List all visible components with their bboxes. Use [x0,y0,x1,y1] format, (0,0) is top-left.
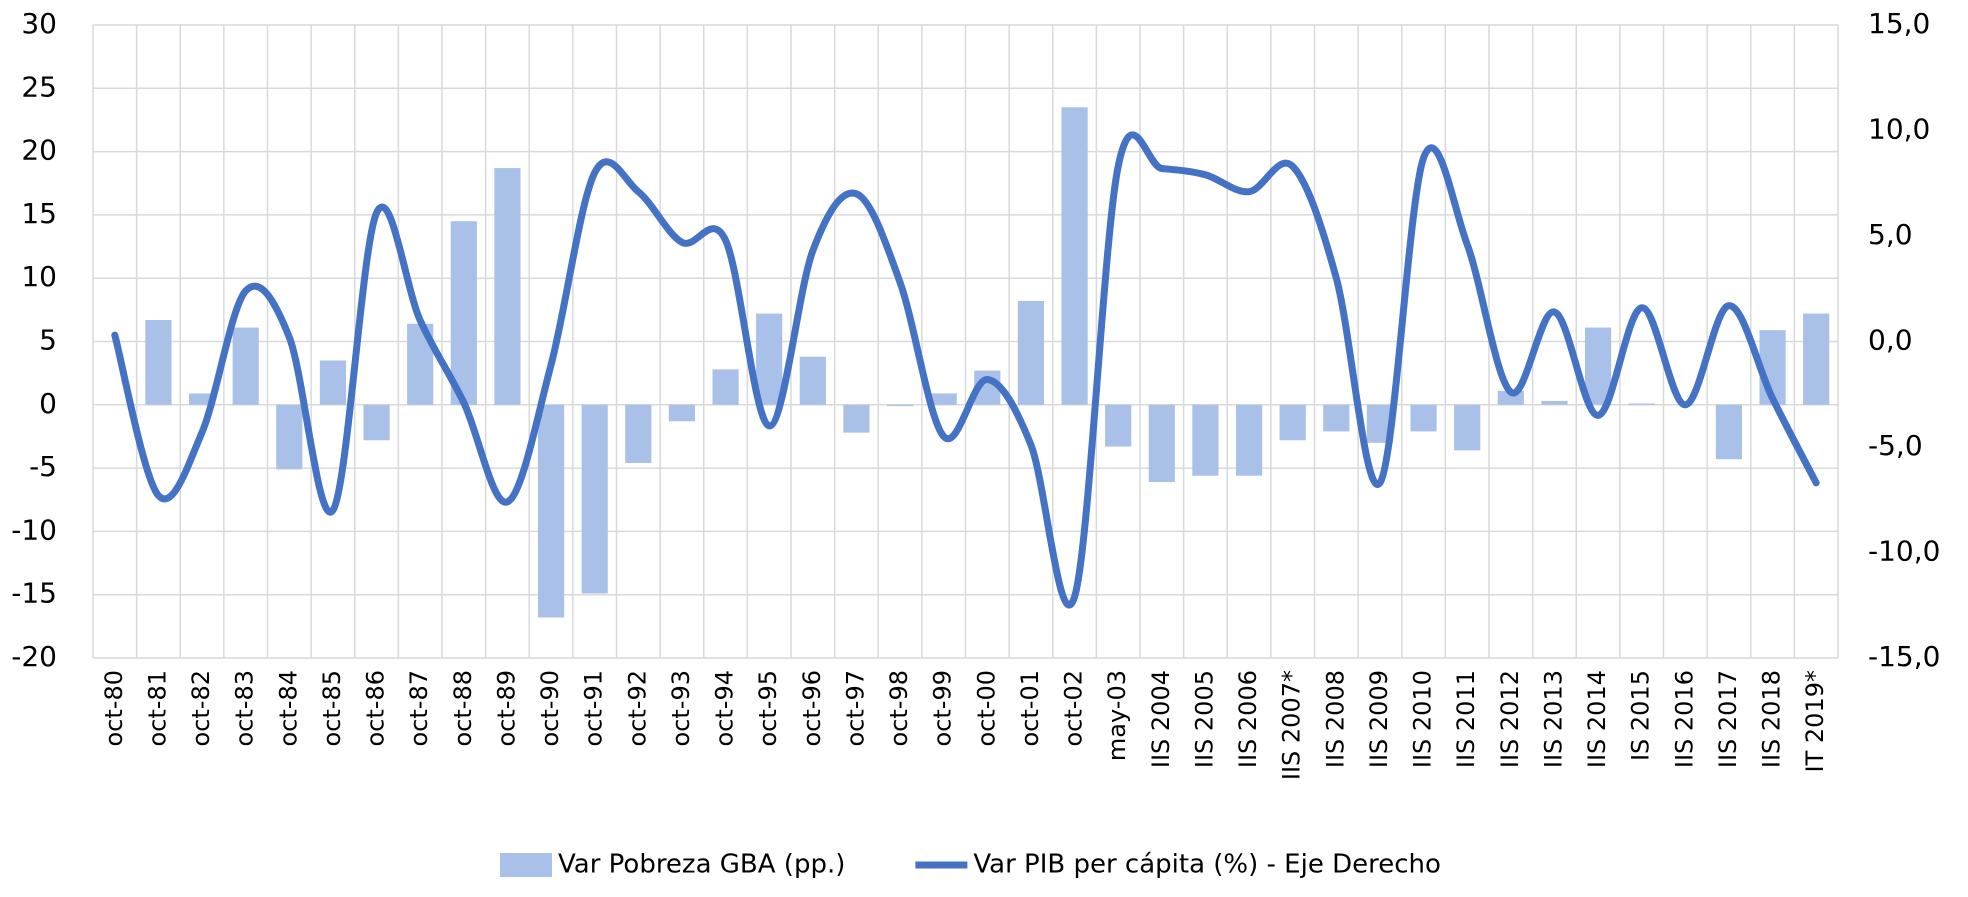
bar [363,404,390,441]
bar [1541,401,1568,405]
x-tick-label: oct-80 [100,670,128,747]
bar [625,404,652,464]
y2-tick-label: 5,0 [1868,218,1913,251]
bar [1454,404,1481,451]
line [111,131,1820,609]
x-tick-label: IIS 2016 [1670,670,1698,768]
y-tick-label: 30 [21,7,57,40]
bar [319,360,347,405]
x-tick-label: oct-92 [623,670,651,747]
y-tick-label: 5 [39,324,57,357]
y2-tick-label: -5,0 [1868,429,1923,462]
bar [1584,327,1612,405]
y-tick-label: 20 [21,134,57,167]
x-tick-label: oct-01 [1016,670,1044,747]
bar [843,404,870,433]
x-tick-label: IIS 2007* [1278,670,1306,780]
bar [930,393,957,405]
x-tick-label: may-03 [1103,670,1131,761]
x-tick-label: oct-94 [711,670,739,747]
x-tick-label: oct-82 [187,670,215,747]
bar [1061,107,1088,405]
x-tick-label: oct-85 [318,670,346,747]
bar [188,393,216,405]
x-tick-label: IIS 2008 [1321,670,1349,768]
y2-tick-label: -15,0 [1868,640,1940,673]
y2-tick-label: -10,0 [1868,535,1940,568]
x-tick-label: oct-83 [231,670,259,747]
x-tick-label: IIS 2010 [1409,670,1437,768]
x-tick-label: IIS 2014 [1583,670,1611,768]
bar [1017,300,1045,405]
bar [756,313,783,405]
bar [450,221,477,405]
y-tick-label: 25 [21,70,57,103]
y-tick-label: -5 [29,450,57,483]
bar [1803,313,1830,405]
y2-tick-label: 0,0 [1868,324,1913,357]
bar [1105,404,1132,447]
x-tick-label: IIS 2011 [1452,670,1480,768]
bar [1192,404,1219,476]
bar [145,319,172,405]
x-tick-label: oct-90 [536,670,564,747]
x-tick-label: IIS 2005 [1190,670,1218,768]
x-tick-label: oct-87 [405,670,433,747]
legend-swatch [500,853,552,877]
bar [886,404,914,407]
x-tick-label: oct-99 [929,670,957,747]
x-tick-label: IIS 2009 [1365,670,1393,768]
x-tick-label: oct-98 [885,670,913,747]
bar [537,404,565,618]
x-tick-label: oct-86 [362,670,390,747]
x-tick-label: oct-88 [449,670,477,747]
legend-label: Var PIB per cápita (%) - Eje Derecho [973,850,1441,880]
bar [494,168,521,405]
y-tick-label: -15 [11,577,57,610]
bar [1628,403,1655,405]
bar [1410,404,1437,432]
x-tick-label: oct-96 [798,670,826,747]
bar [1235,404,1263,476]
y-tick-label: -20 [11,640,57,673]
y2-tick-label: 15,0 [1868,7,1930,40]
bar [1715,404,1743,460]
x-tick-label: IT 2019* [1801,670,1829,772]
bar [799,356,826,405]
x-tick-label: oct-91 [580,670,608,747]
x-tick-label: oct-89 [492,670,520,747]
x-tick-label: IIS 2006 [1234,670,1262,768]
bar [581,404,608,594]
x-tick-label: oct-95 [754,670,782,747]
bar [276,404,303,470]
bar [232,327,259,405]
bar [712,369,739,405]
x-tick-label: oct-93 [667,670,695,747]
bar [1279,404,1306,441]
x-tick-label: IIS 2013 [1539,670,1567,768]
x-tick-label: oct-84 [274,670,302,747]
x-tick-label: oct-02 [1060,670,1088,747]
x-tick-label: oct-97 [841,670,869,747]
bar [1323,404,1350,432]
y-tick-label: -10 [11,513,57,546]
x-tick-label: IIS 2017 [1714,670,1742,768]
y-tick-label: 0 [39,387,57,420]
y-tick-label: 10 [21,260,57,293]
legend-label: Var Pobreza GBA (pp.) [558,850,845,880]
x-tick-label: IS 2015 [1627,670,1655,761]
y2-tick-label: 10,0 [1868,113,1930,146]
y-tick-label: 15 [21,197,57,230]
x-tick-label: IIS 2018 [1758,670,1786,768]
x-tick-label: oct-00 [972,670,1000,747]
x-tick-label: IIS 2012 [1496,670,1524,768]
bar [668,404,696,422]
x-tick-label: oct-81 [143,670,171,747]
x-tick-label: IIS 2004 [1147,670,1175,768]
bar [1148,404,1175,483]
